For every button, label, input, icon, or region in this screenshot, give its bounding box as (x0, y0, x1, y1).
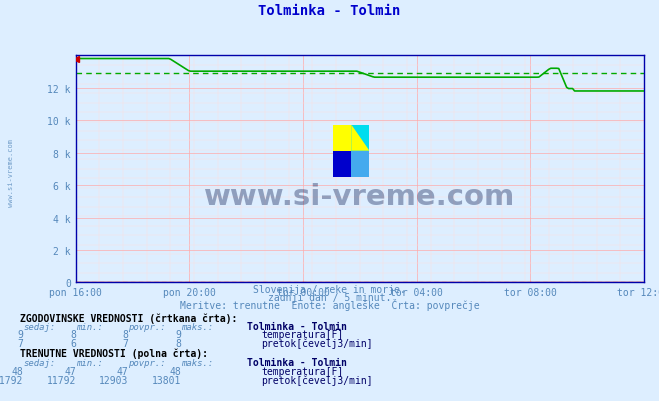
Text: 7: 7 (17, 338, 23, 348)
Text: maks.:: maks.: (181, 323, 214, 332)
Text: temperatura[F]: temperatura[F] (262, 366, 344, 376)
Text: min.:: min.: (76, 358, 103, 367)
Text: Slovenija / reke in morje.: Slovenija / reke in morje. (253, 284, 406, 294)
Text: ZGODOVINSKE VREDNOSTI (črtkana črta):: ZGODOVINSKE VREDNOSTI (črtkana črta): (20, 312, 237, 323)
Text: 11792: 11792 (0, 375, 23, 385)
Bar (333, 125, 351, 151)
Text: zadnji dan / 5 minut.: zadnji dan / 5 minut. (268, 292, 391, 302)
Text: pretok[čevelj3/min]: pretok[čevelj3/min] (262, 375, 373, 385)
Text: 9: 9 (175, 330, 181, 340)
Text: 13801: 13801 (152, 375, 181, 385)
Text: 7: 7 (123, 338, 129, 348)
Text: www.si-vreme.com: www.si-vreme.com (204, 182, 515, 211)
Text: TRENUTNE VREDNOSTI (polna črta):: TRENUTNE VREDNOSTI (polna črta): (20, 347, 208, 358)
Text: 6: 6 (70, 338, 76, 348)
Text: 8: 8 (70, 330, 76, 340)
Text: Meritve: trenutne  Enote: angleške  Črta: povprečje: Meritve: trenutne Enote: angleške Črta: … (180, 298, 479, 310)
Text: 8: 8 (175, 338, 181, 348)
Bar (333, 151, 351, 177)
Text: min.:: min.: (76, 323, 103, 332)
Text: sedaj:: sedaj: (23, 323, 55, 332)
Polygon shape (351, 125, 370, 151)
Text: Tolminka - Tolmin: Tolminka - Tolmin (247, 357, 347, 367)
Text: 47: 47 (64, 366, 76, 376)
Text: sedaj:: sedaj: (23, 358, 55, 367)
Text: Tolminka - Tolmin: Tolminka - Tolmin (247, 322, 347, 332)
Bar (351, 125, 370, 151)
Polygon shape (351, 125, 370, 151)
Text: povpr.:: povpr.: (129, 323, 166, 332)
Text: temperatura[F]: temperatura[F] (262, 330, 344, 340)
Text: 8: 8 (123, 330, 129, 340)
Bar (351, 151, 370, 177)
Text: www.si-vreme.com: www.si-vreme.com (8, 138, 14, 207)
Text: pretok[čevelj3/min]: pretok[čevelj3/min] (262, 337, 373, 348)
Text: 47: 47 (117, 366, 129, 376)
Text: maks.:: maks.: (181, 358, 214, 367)
Text: 48: 48 (169, 366, 181, 376)
Text: 48: 48 (11, 366, 23, 376)
Text: 11792: 11792 (46, 375, 76, 385)
Text: Tolminka - Tolmin: Tolminka - Tolmin (258, 4, 401, 18)
Text: 12903: 12903 (99, 375, 129, 385)
Text: povpr.:: povpr.: (129, 358, 166, 367)
Text: 9: 9 (17, 330, 23, 340)
